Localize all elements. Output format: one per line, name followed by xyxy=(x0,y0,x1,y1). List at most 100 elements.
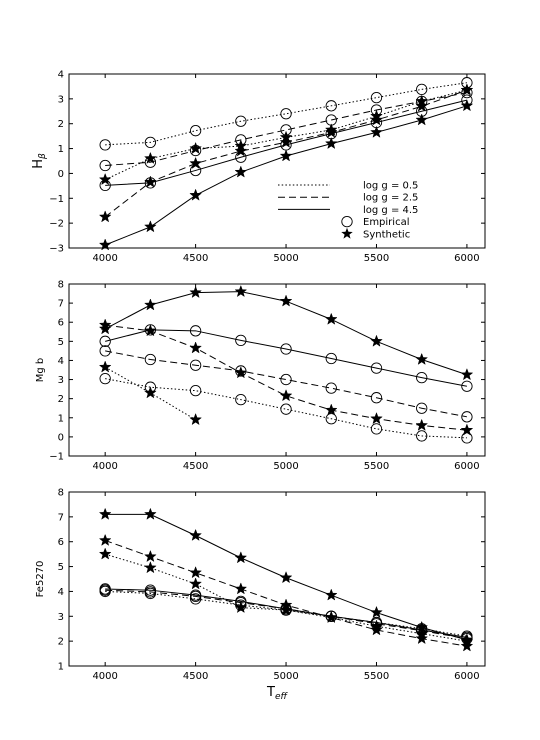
data-point-circle xyxy=(99,139,111,151)
series-dashed-synthetic xyxy=(98,83,474,223)
x-tick-label: 6000 xyxy=(454,671,479,682)
x-tick-label: 5000 xyxy=(273,461,298,472)
data-point-star xyxy=(415,631,429,645)
data-point-circle xyxy=(416,371,428,384)
data-point-star xyxy=(189,577,203,590)
series-line xyxy=(105,324,467,431)
data-point-circle xyxy=(189,144,202,157)
x-tick-label: 4500 xyxy=(183,461,208,472)
data-point-star xyxy=(234,582,248,595)
legend-star-marker xyxy=(341,227,353,239)
data-point-circle xyxy=(325,413,337,425)
data-point-star xyxy=(98,322,112,335)
data-point-star xyxy=(415,352,429,365)
data-point-circle xyxy=(325,352,337,365)
y-tick-label: 4 xyxy=(58,587,64,598)
data-point-circle xyxy=(144,584,157,596)
series-line xyxy=(105,350,468,418)
panel-2: 4000 4500 5000 5500 6000 −1 0 1 2 3 4 5 6 7 8 Mg b xyxy=(35,280,486,472)
series-solid-synthetic xyxy=(98,507,474,646)
data-point-circle xyxy=(235,115,247,127)
data-point-circle xyxy=(99,583,111,595)
data-point-circle xyxy=(235,334,247,347)
data-point-circle xyxy=(99,335,111,347)
data-point-star xyxy=(234,366,248,379)
data-point-circle xyxy=(99,179,111,192)
data-point-circle xyxy=(99,372,111,385)
series-dotted-synthetic xyxy=(98,360,203,426)
legend-circle-marker xyxy=(341,215,353,228)
data-point-circle xyxy=(416,430,428,442)
y-tick-label: 6 xyxy=(58,318,64,329)
series-solid-empirical xyxy=(99,583,473,644)
data-point-star xyxy=(460,368,474,381)
y-tick-label: 4 xyxy=(58,356,64,367)
series-line xyxy=(105,539,467,647)
x-tick-label: 5000 xyxy=(273,253,298,264)
y-tick-label: −1 xyxy=(49,452,64,463)
plot-frame xyxy=(68,491,486,667)
y-tick-label: 8 xyxy=(58,280,64,291)
data-point-star xyxy=(460,633,474,646)
y-tick-label: −3 xyxy=(49,244,64,255)
data-point-circle xyxy=(280,373,292,386)
data-point-star xyxy=(98,238,112,251)
y-tick-label: 4 xyxy=(58,70,64,81)
y-tick-label: 3 xyxy=(58,94,64,105)
data-point-star xyxy=(370,605,383,618)
y-tick-label: 3 xyxy=(58,375,64,386)
series-line xyxy=(105,553,467,642)
series-line xyxy=(105,329,468,387)
x-tick-label: 6000 xyxy=(454,253,479,264)
data-point-circle xyxy=(189,384,202,397)
x-tick-label: 5000 xyxy=(273,671,298,682)
data-point-circle xyxy=(189,125,202,137)
y-tick-label: 6 xyxy=(58,537,64,548)
y-axis-label: Hβ xyxy=(31,153,48,169)
y-tick-label: 2 xyxy=(58,637,64,648)
data-point-circle xyxy=(325,382,337,394)
data-point-star xyxy=(460,99,474,112)
data-point-circle xyxy=(280,108,292,120)
data-point-star xyxy=(189,341,203,354)
data-point-circle xyxy=(189,164,202,177)
series-line xyxy=(104,291,468,376)
y-tick-label: 7 xyxy=(58,512,64,523)
series-line xyxy=(105,92,468,166)
data-point-star xyxy=(143,549,157,563)
y-tick-label: 8 xyxy=(58,488,64,499)
data-point-circle xyxy=(416,402,428,414)
series-solid-synthetic xyxy=(98,284,474,381)
data-point-star xyxy=(143,561,157,574)
data-point-circle xyxy=(461,380,473,392)
data-point-circle xyxy=(325,114,337,126)
y-axis-label: Mg b xyxy=(35,358,46,383)
data-point-circle xyxy=(416,83,428,96)
plot-frame xyxy=(68,283,486,457)
x-tick-label: 4000 xyxy=(92,461,117,472)
data-point-star xyxy=(279,149,293,162)
series-dashed-synthetic xyxy=(98,533,474,652)
data-point-star xyxy=(189,412,203,426)
data-point-star xyxy=(324,136,338,150)
data-point-circle xyxy=(280,403,292,415)
data-point-circle xyxy=(189,325,202,337)
data-point-star xyxy=(189,285,203,299)
y-tick-label: 7 xyxy=(58,299,64,310)
data-point-star xyxy=(324,312,338,325)
data-point-star xyxy=(234,165,248,178)
data-point-circle xyxy=(325,100,337,112)
y-tick-label: 1 xyxy=(58,662,64,673)
plot-frame xyxy=(68,73,486,249)
series-solid-empirical xyxy=(99,324,473,392)
data-point-star xyxy=(279,294,293,307)
series-dotted-empirical xyxy=(99,372,473,444)
x-tick-label: 4000 xyxy=(92,253,117,264)
series-line xyxy=(105,378,467,439)
data-point-star xyxy=(143,151,157,164)
data-point-star xyxy=(234,144,248,157)
data-point-star xyxy=(143,298,157,311)
data-point-circle xyxy=(461,411,473,423)
data-point-star xyxy=(370,623,383,636)
